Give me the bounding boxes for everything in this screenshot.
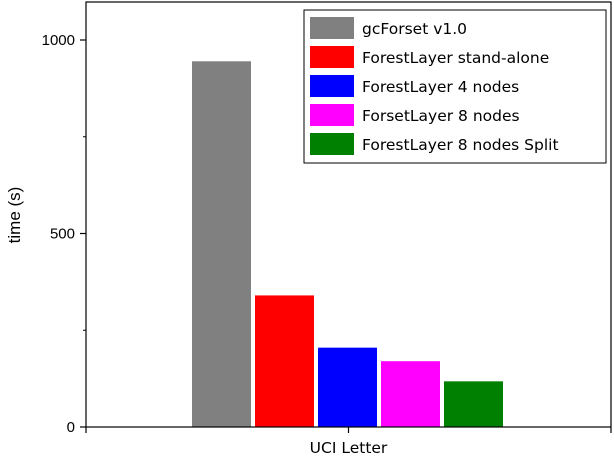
legend-label-forsetlayer-8-nodes: ForsetLayer 8 nodes: [362, 107, 520, 125]
bar-forestlayer-stand-alone: [255, 295, 314, 427]
legend-swatch-gcforset-v1-0: [310, 17, 354, 39]
y-tick-label-1000: 1000: [42, 32, 75, 49]
legend-swatch-forestlayer-8-nodes-split: [310, 133, 354, 155]
legend-box: [303, 9, 607, 164]
legend-label-gcforset-v1-0: gcForset v1.0: [362, 20, 467, 38]
y-axis-label: time (s): [5, 187, 24, 244]
legend: gcForset v1.0 ForestLayer stand-alone Fore…: [303, 9, 607, 164]
legend-swatch-forestlayer-stand-alone: [310, 46, 354, 68]
y-tick-label-0: 0: [67, 419, 75, 436]
y-axis: 0 500 1000: [42, 32, 86, 436]
legend-label-forestlayer-4-nodes: ForestLayer 4 nodes: [362, 78, 519, 96]
x-axis: UCI Letter: [85, 427, 612, 457]
y-tick-label-500: 500: [50, 226, 75, 243]
bars-group: [192, 61, 503, 427]
bar-forestlayer-4-nodes: [318, 347, 377, 427]
bar-forestlayer-8-nodes-split: [444, 381, 503, 427]
x-tick-label: UCI Letter: [310, 439, 388, 457]
legend-label-forestlayer-stand-alone: ForestLayer stand-alone: [362, 49, 549, 67]
bar-forsetlayer-8-nodes: [381, 361, 440, 427]
bar-gcforset-v1-0: [192, 61, 251, 427]
legend-swatch-forsetlayer-8-nodes: [310, 104, 354, 126]
legend-swatch-forestlayer-4-nodes: [310, 75, 354, 97]
legend-label-forestlayer-8-nodes-split: ForestLayer 8 nodes Split: [362, 136, 559, 154]
